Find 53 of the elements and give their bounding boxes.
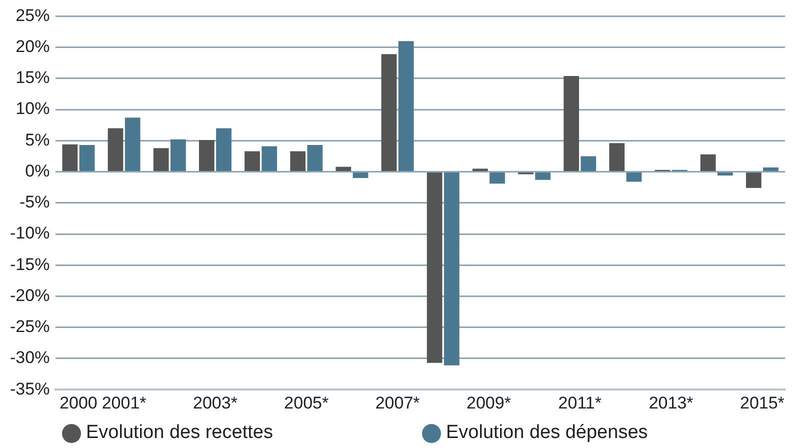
y-tick-label: 0% [25,161,50,180]
bar [307,145,323,172]
bar [290,151,306,172]
bar [108,128,124,172]
bar [79,145,95,172]
bar [352,172,368,178]
bar [262,146,278,172]
bar [198,140,214,172]
y-tick-label: -35% [10,379,50,398]
bar [216,128,232,172]
bar [62,144,78,172]
bar [472,168,488,172]
y-tick-label: -25% [10,317,50,336]
x-tick-label: 2000 [60,393,98,412]
y-tick-label: -15% [10,254,50,274]
y-tick-label: 15% [16,68,50,88]
x-tick-label: 2003* [193,393,238,412]
bar [381,54,397,172]
bar [124,118,140,172]
bar [426,172,442,363]
x-tick-label: 2007* [375,393,420,412]
x-tick-label: 2005* [284,393,329,412]
y-tick-label: -5% [19,192,50,212]
y-tick-label: 20% [16,37,50,56]
y-tick-label: 10% [16,99,50,118]
bar [153,148,169,172]
bar [170,139,186,172]
y-tick-label: -30% [10,348,50,368]
x-tick-label: 2015* [740,393,785,412]
y-tick-label: -20% [10,286,50,305]
x-tick-label: 2013* [648,393,694,412]
legend-label: Evolution des dépenses [446,422,648,444]
bar [626,172,642,182]
y-tick-label: 5% [25,130,50,150]
bar [564,76,580,172]
x-tick-label: 2009* [466,393,512,412]
bar [763,167,778,172]
legend-label: Evolution des recettes [86,422,273,444]
y-tick-label: 25% [16,6,50,25]
x-tick-label: 2001* [102,393,147,412]
bar [700,154,716,172]
bar [490,172,505,184]
bar [444,172,460,366]
bar [336,166,352,172]
bar [580,156,596,172]
bar [244,151,260,172]
y-tick-label: -10% [10,224,50,243]
bar [746,172,762,188]
x-tick-label: 2011* [558,393,602,412]
bar [717,172,733,176]
bar [398,41,414,172]
bar [535,172,551,180]
bar [609,143,625,172]
